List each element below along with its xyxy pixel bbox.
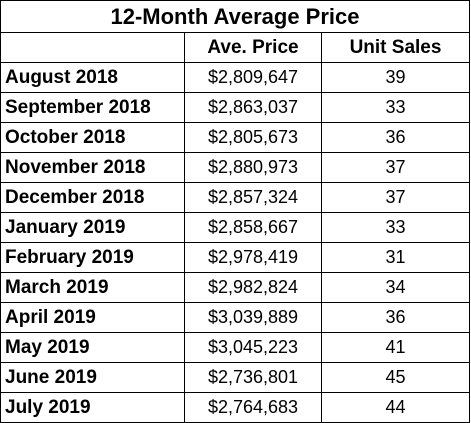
month-cell: September 2018 xyxy=(0,92,185,123)
sales-cell: 44 xyxy=(320,392,471,423)
month-cell: April 2019 xyxy=(0,302,185,333)
sales-cell: 36 xyxy=(320,302,471,333)
sales-cell: 34 xyxy=(320,272,471,303)
table-row: February 2019 $2,978,419 31 xyxy=(0,242,471,273)
table-title: 12-Month Average Price xyxy=(0,0,471,33)
month-cell: March 2019 xyxy=(0,272,185,303)
month-cell: January 2019 xyxy=(0,212,185,243)
sales-cell: 41 xyxy=(320,332,471,363)
title-row: 12-Month Average Price xyxy=(0,0,471,33)
table-row: June 2019 $2,736,801 45 xyxy=(0,362,471,393)
header-ave-price: Ave. Price xyxy=(184,32,322,63)
price-cell: $2,982,824 xyxy=(184,272,322,303)
price-cell: $3,039,889 xyxy=(184,302,322,333)
month-cell: July 2019 xyxy=(0,392,185,423)
month-cell: November 2018 xyxy=(0,152,185,183)
month-cell: June 2019 xyxy=(0,362,185,393)
price-cell: $2,809,647 xyxy=(184,62,322,93)
table-row: March 2019 $2,982,824 34 xyxy=(0,272,471,303)
table-row: September 2018 $2,863,037 33 xyxy=(0,92,471,123)
table-row: April 2019 $3,039,889 36 xyxy=(0,302,471,333)
price-cell: $2,978,419 xyxy=(184,242,322,273)
sales-cell: 31 xyxy=(320,242,471,273)
month-cell: October 2018 xyxy=(0,122,185,153)
month-cell: December 2018 xyxy=(0,182,185,213)
month-cell: February 2019 xyxy=(0,242,185,273)
month-cell: May 2019 xyxy=(0,332,185,363)
sales-cell: 33 xyxy=(320,212,471,243)
sales-cell: 39 xyxy=(320,62,471,93)
table-row: December 2018 $2,857,324 37 xyxy=(0,182,471,213)
sales-cell: 37 xyxy=(320,152,471,183)
header-unit-sales: Unit Sales xyxy=(320,32,471,63)
header-row: Ave. Price Unit Sales xyxy=(0,32,471,63)
price-cell: $2,857,324 xyxy=(184,182,322,213)
sales-cell: 37 xyxy=(320,182,471,213)
price-cell: $3,045,223 xyxy=(184,332,322,363)
table-row: October 2018 $2,805,673 36 xyxy=(0,122,471,153)
sales-cell: 33 xyxy=(320,92,471,123)
price-cell: $2,736,801 xyxy=(184,362,322,393)
price-cell: $2,805,673 xyxy=(184,122,322,153)
table-row: November 2018 $2,880,973 37 xyxy=(0,152,471,183)
sales-cell: 45 xyxy=(320,362,471,393)
month-cell: August 2018 xyxy=(0,62,185,93)
table-row: January 2019 $2,858,667 33 xyxy=(0,212,471,243)
price-cell: $2,858,667 xyxy=(184,212,322,243)
price-cell: $2,764,683 xyxy=(184,392,322,423)
header-month xyxy=(0,32,185,63)
sales-cell: 36 xyxy=(320,122,471,153)
table-row: July 2019 $2,764,683 44 xyxy=(0,392,471,423)
table-row: August 2018 $2,809,647 39 xyxy=(0,62,471,93)
table-row: May 2019 $3,045,223 41 xyxy=(0,332,471,363)
price-cell: $2,880,973 xyxy=(184,152,322,183)
price-cell: $2,863,037 xyxy=(184,92,322,123)
